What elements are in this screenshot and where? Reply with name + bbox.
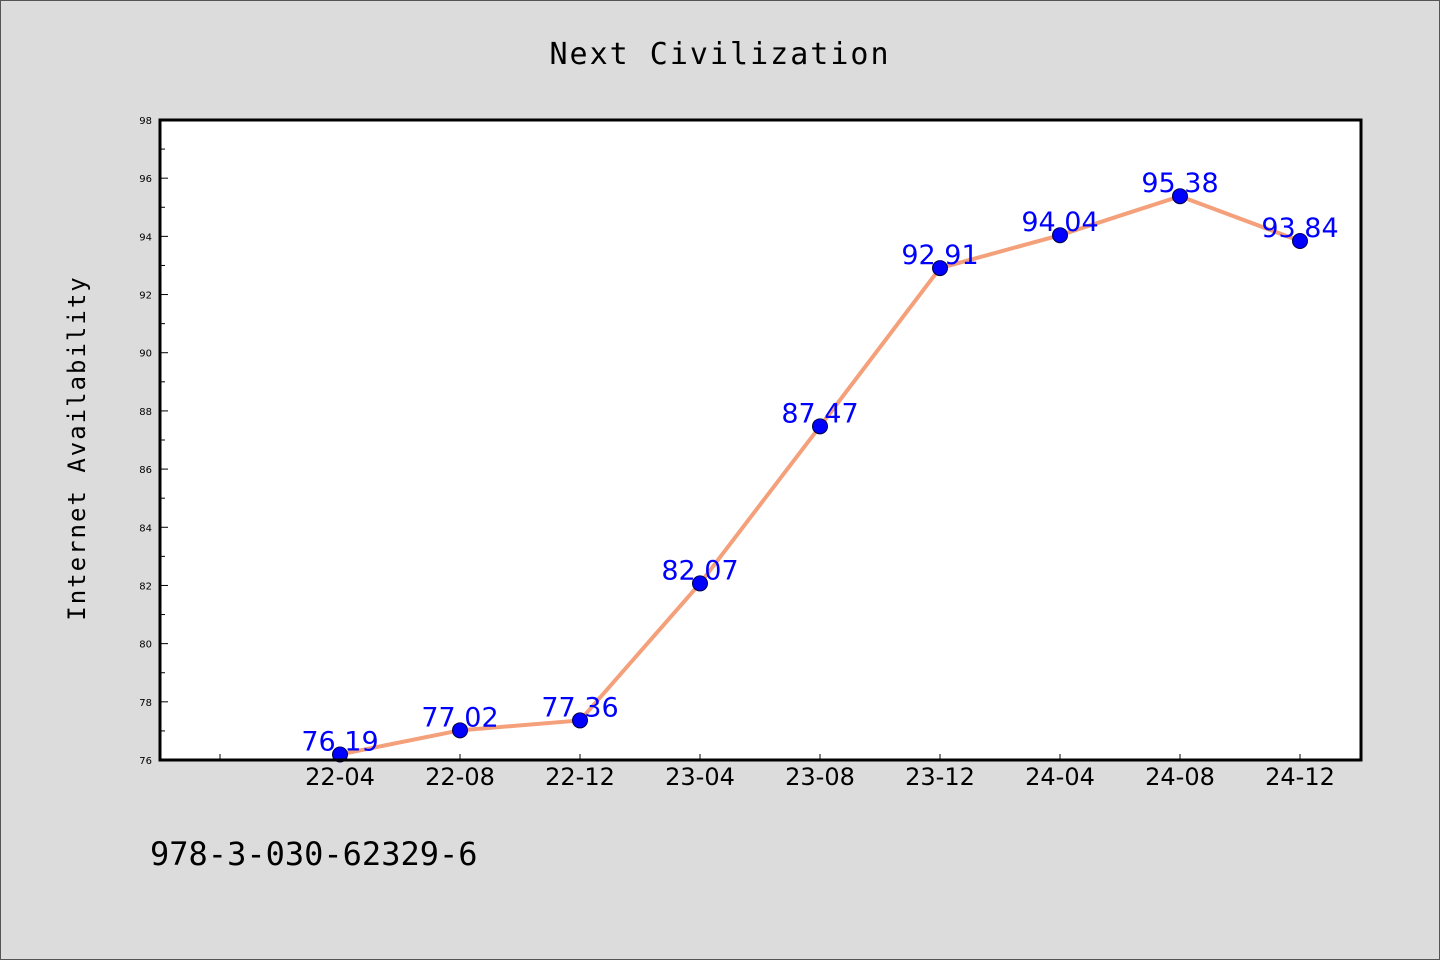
y-tick-label: 88 (139, 407, 152, 418)
data-point (1052, 227, 1068, 244)
data-point (572, 712, 588, 729)
x-tick-label: 24-04 (1025, 763, 1095, 791)
x-tick-label: 23-08 (785, 763, 855, 791)
data-label: 95.38 (1141, 168, 1218, 199)
y-tick-label: 92 (139, 291, 152, 302)
data-point (692, 575, 708, 592)
data-point (332, 746, 348, 763)
footnote-isbn: 978-3-030-62329-6 (150, 835, 478, 873)
y-tick-label: 78 (139, 698, 152, 709)
y-axis-label: Internet Availability (63, 275, 91, 620)
x-tick-label: 22-08 (425, 763, 495, 791)
data-label: 76.19 (301, 726, 378, 757)
y-tick-label: 90 (139, 349, 152, 360)
data-label: 77.36 (541, 692, 618, 723)
data-point (1172, 188, 1188, 205)
x-tick-label: 22-12 (545, 763, 615, 791)
data-label: 92.91 (901, 240, 978, 271)
x-tick-label: 23-04 (665, 763, 735, 791)
x-tick-label: 22-04 (305, 763, 375, 791)
y-tick-label: 84 (139, 523, 152, 534)
y-tick-label: 82 (139, 581, 152, 592)
data-point (812, 418, 828, 435)
y-tick-label: 76 (139, 756, 152, 767)
data-label: 87.47 (781, 398, 858, 429)
plot-area (160, 120, 1361, 760)
x-tick-label: 23-12 (905, 763, 975, 791)
y-tick-label: 80 (139, 640, 152, 651)
data-point (452, 722, 468, 739)
data-label: 82.07 (661, 555, 738, 586)
y-tick-label: 96 (139, 174, 152, 185)
chart-title: Next Civilization (549, 37, 890, 72)
data-label: 94.04 (1021, 207, 1098, 238)
x-tick-label: 24-08 (1145, 763, 1215, 791)
y-tick-label: 86 (139, 465, 152, 476)
data-label: 77.02 (421, 702, 498, 733)
x-tick-label: 24-12 (1265, 763, 1335, 791)
data-point (1292, 233, 1308, 250)
data-markers (332, 188, 1308, 763)
data-label: 93.84 (1261, 213, 1338, 244)
y-tick-label: 98 (139, 116, 152, 127)
y-tick-label: 94 (139, 232, 152, 243)
x-axis-ticks: 22-04 22-08 22-12 23-04 23-08 23-12 24-04 24-08… (219, 754, 1335, 791)
data-labels: 76.19 77.02 77.36 82.07 87.47 92.91 94.04 95.38… (301, 168, 1338, 757)
plot-border (158, 118, 1363, 762)
data-point (932, 260, 948, 277)
